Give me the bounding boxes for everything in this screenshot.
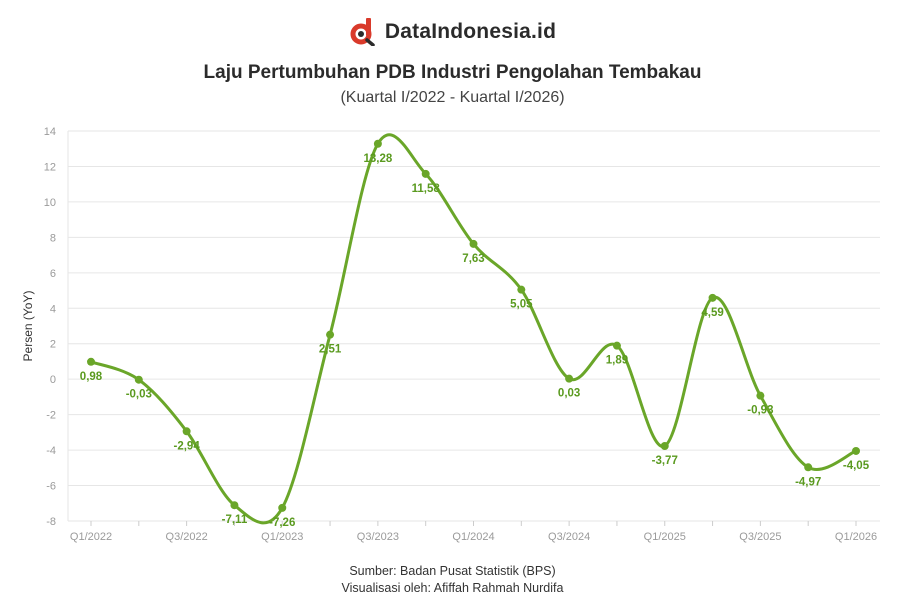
- data-label: -0,93: [747, 405, 773, 417]
- y-tick-label: -4: [46, 445, 56, 457]
- data-label: -2,94: [174, 440, 201, 452]
- x-tick-label: Q1/2025: [644, 531, 686, 543]
- data-label: -7,11: [222, 514, 248, 526]
- data-label: -3,77: [652, 455, 678, 467]
- credit-note: Visualisasi oleh: Afiffah Rahmah Nurdifa: [341, 581, 564, 595]
- y-axis-label: Persen (YoY): [21, 291, 35, 362]
- data-labels: 0,98 -0,03 -2,94 -7,11 -7,26 2,51 13,28 11,58 7,…: [80, 153, 870, 529]
- x-tick-label: Q1/2024: [452, 531, 494, 543]
- x-tick-label: Q3/2022: [166, 531, 208, 543]
- y-tick-label: 2: [50, 339, 56, 351]
- y-tick-label: 14: [44, 126, 56, 138]
- data-label: -0,03: [126, 389, 152, 401]
- data-point: [756, 391, 765, 400]
- data-point: [852, 446, 860, 455]
- x-tick-label: Q1/2026: [835, 531, 877, 543]
- dataindonesia-logo-icon: [350, 18, 375, 46]
- data-point: [87, 357, 95, 366]
- data-label: 11,58: [412, 183, 441, 195]
- data-point: [612, 341, 621, 350]
- x-tick-label: Q3/2025: [739, 531, 781, 543]
- source-note: Sumber: Badan Pusat Statistik (BPS): [349, 564, 556, 578]
- data-point: [565, 374, 574, 383]
- series-line: [89, 133, 858, 525]
- data-point: [421, 169, 430, 178]
- data-point: [182, 427, 191, 436]
- data-label: 0,03: [558, 388, 580, 400]
- data-point: [230, 501, 239, 510]
- data-label: 7,63: [462, 253, 484, 265]
- y-tick-label: -6: [46, 481, 56, 493]
- data-point: [469, 239, 478, 248]
- data-label: 1,89: [606, 355, 628, 367]
- data-label: 13,28: [363, 153, 392, 165]
- data-label: -4,05: [843, 460, 870, 472]
- data-point: [517, 285, 526, 294]
- data-point: [134, 375, 143, 384]
- data-points: [87, 139, 860, 512]
- y-tick-label: 6: [50, 268, 56, 280]
- data-point: [804, 463, 813, 472]
- brand-name: DataIndonesia.id: [384, 20, 557, 43]
- y-tick-label: 4: [50, 303, 56, 315]
- x-tick-label: Q3/2023: [357, 531, 399, 543]
- data-point: [326, 330, 335, 339]
- x-tick-label: Q1/2023: [261, 531, 303, 543]
- y-tick-label: -2: [46, 410, 56, 422]
- brand-header: DataIndonesia.id: [0, 18, 905, 46]
- x-tick-label: Q3/2024: [548, 531, 590, 543]
- data-point: [708, 293, 717, 302]
- data-point: [278, 503, 287, 512]
- y-axis-ticks: -8 -6 -4 -2 0 2 4 6 8 10 12 14: [44, 126, 56, 528]
- data-point: [660, 442, 669, 451]
- data-label: 0,98: [80, 371, 103, 383]
- y-tick-label: 0: [50, 374, 56, 386]
- data-label: 4,59: [701, 307, 723, 319]
- x-axis-ticks: Q1/2022 Q3/2022 Q1/2023 Q3/2023 Q1/2024 Q3/20…: [70, 521, 877, 543]
- y-tick-label: 12: [44, 161, 56, 173]
- y-tick-label: 8: [50, 232, 56, 244]
- y-tick-label: -8: [46, 516, 56, 528]
- data-label: 5,05: [510, 299, 533, 311]
- data-label: -7,26: [269, 517, 295, 529]
- data-label: -4,97: [795, 476, 821, 488]
- data-point: [373, 139, 382, 148]
- y-tick-label: 10: [44, 197, 56, 209]
- chart-subtitle: (Kuartal I/2022 - Kuartal I/2026): [340, 89, 565, 106]
- data-label: 2,51: [319, 344, 342, 356]
- x-tick-label: Q1/2022: [70, 531, 112, 543]
- grid-lines: [67, 130, 880, 522]
- chart-title: Laju Pertumbuhan PDB Industri Pengolahan…: [203, 62, 702, 83]
